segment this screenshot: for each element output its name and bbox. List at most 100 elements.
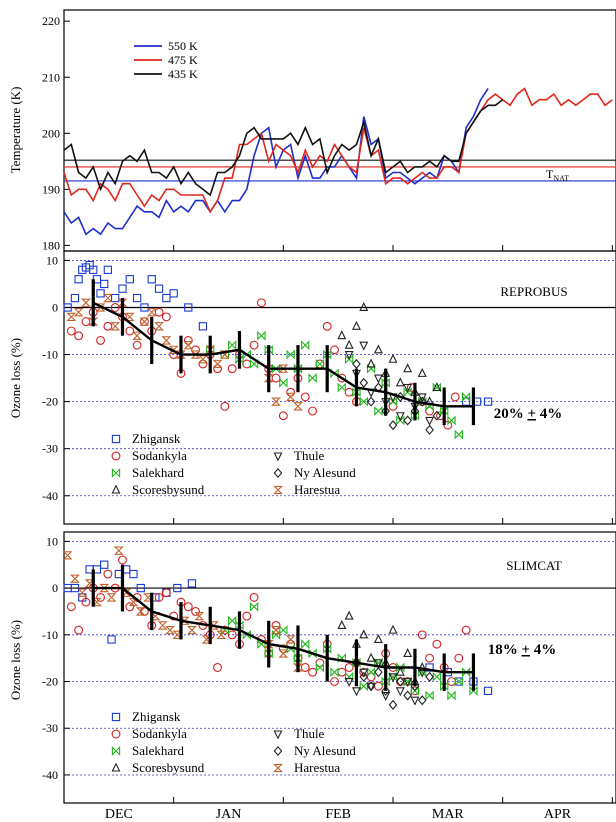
reprobus-point-harestua-25 [285,392,296,402]
reprobus-point-sodankyla-28 [271,373,281,383]
reprobus-point-zhigansk-16 [147,275,156,284]
reprobus-plot-frame [63,250,616,525]
temperature-tick-label-1: 190 [42,182,60,196]
reprobus-legend-label-0: Zhigansk [132,431,181,446]
reprobus-mean-line [91,279,476,426]
slimcat-point-harestua-18 [194,611,205,621]
reprobus-legend-marker-2 [111,468,121,478]
slimcat-point-ny-alesund-8 [410,681,420,692]
slimcat-legend-marker-6 [273,763,283,773]
month-label-0: DEC [105,807,133,822]
reprobus-point-harestua-18 [197,355,208,364]
reprobus-point-zhigansk-9 [100,279,109,289]
slimcat-y-ticks: 10 0 -10 -20 -30 -40 [42,534,613,803]
slimcat-point-harestua-11 [143,593,154,602]
slimcat-point-sodankyla-16 [183,602,193,612]
slimcat-annotation: 18% + 4% [488,642,557,658]
slimcat-point-ny-alesund-7 [403,690,412,701]
reprobus-point-salekhard-32 [447,415,456,426]
reprobus-point-harestua-0 [66,312,77,322]
month-axis: DEC JAN FEB MAR APR [105,807,572,822]
reprobus-point-ny-alesund-5 [388,420,398,431]
reprobus-point-zhigansk-10 [103,265,113,274]
slimcat-legend-marker-2 [111,746,121,756]
reprobus-point-thule-0 [344,351,354,360]
slimcat-point-scoresbysund-7 [388,624,398,634]
reprobus-legend-marker-4 [273,452,283,462]
slimcat-point-salekhard-3 [242,629,251,640]
slimcat-point-zhigansk-15 [425,663,434,672]
reprobus-legend-label-6: Harestua [294,482,340,497]
slimcat-point-sodankyla-12 [154,592,164,602]
reprobus-point-sodankyla-32 [300,392,310,402]
reprobus-point-sodankyla-29 [278,411,288,421]
slimcat-point-zhigansk-14 [187,579,197,588]
reprobus-tick-label-5: -40 [42,489,58,503]
reprobus-y-axis-label: Ozone loss (%) [8,338,23,418]
reprobus-point-sodankyla-30 [286,387,296,397]
slimcat-point-salekhard-26 [410,685,420,696]
slimcat-point-sodankyla-36 [330,677,339,686]
slimcat-point-ny-alesund-2 [366,681,376,692]
slimcat-plot-frame [63,531,616,804]
reprobus-point-thule-4 [373,374,383,384]
reprobus-point-salekhard-29 [425,401,434,412]
slimcat-point-sodankyla-28 [271,620,281,630]
reprobus-point-sodankyla-8 [125,326,135,336]
slimcat-point-ny-alesund-5 [388,699,398,710]
slimcat-point-sodankyla-2 [81,597,91,607]
slimcat-point-salekhard-32 [454,676,463,687]
tnat-lines [64,159,616,182]
reprobus-legend-marker-3 [111,484,121,494]
slimcat-gridlines [64,540,616,776]
reprobus-point-scoresbysund-8 [395,377,405,387]
reprobus-point-harestua-2 [81,298,91,307]
slimcat-data-points [62,546,493,710]
reprobus-point-harestua-12 [154,322,164,331]
reprobus-point-zhigansk-20 [184,303,193,312]
reprobus-point-harestua-6 [110,322,121,331]
slimcat-point-scoresbysund-8 [395,666,405,676]
slimcat-annotation-pm: + [521,642,530,658]
slimcat-point-harestua-23 [271,625,281,635]
legend-label-0: 550 K [168,39,198,53]
reprobus-point-sodankyla-43 [425,406,435,416]
slimcat-point-sodankyla-37 [337,667,347,677]
reprobus-point-ny-alesund-9 [417,396,427,407]
slimcat-point-sodankyla-49 [425,653,435,663]
temperature-series-2 [63,99,504,197]
reprobus-point-salekhard-25 [396,415,405,426]
slimcat-y-axis-label: Ozone loss (%) [8,620,23,700]
reprobus-point-scoresbysund-0 [337,330,347,340]
slimcat-point-thule-4 [373,659,383,669]
reprobus-point-ny-alesund-0 [352,358,361,370]
reprobus-legend-label-4: Thule [294,448,325,463]
slimcat-tick-label-5: -40 [42,768,58,782]
reprobus-point-harestua-23 [271,397,281,406]
slimcat-point-sodankyla-0 [66,602,76,612]
reprobus-point-sodankyla-38 [344,387,354,397]
reprobus-point-harestua-5 [102,293,113,303]
reprobus-legend-label-3: Scoresbysund [132,482,205,497]
temperature-lines [63,87,613,236]
reprobus-point-ny-alesund-10 [425,424,434,435]
reprobus-point-salekhard-26 [403,387,412,398]
reprobus-point-scoresbysund-1 [344,339,354,349]
reprobus-point-salekhard-2 [228,340,237,351]
slimcat-point-sodankyla-8 [125,602,135,612]
reprobus-tick-label-0: 10 [46,253,58,267]
slimcat-point-zhigansk-6 [107,635,116,644]
reprobus-legend: Zhigansk Sodankyla Salekhard Scoresbysund Th… [111,431,356,497]
slimcat-point-zhigansk-10 [136,583,145,593]
reprobus-point-scoresbysund-5 [373,344,383,354]
slimcat-point-thule-5 [381,691,391,701]
slimcat-legend-marker-4 [273,730,283,740]
slimcat-legend-label-6: Harestua [294,760,340,775]
reprobus-point-ny-alesund-11 [432,410,442,421]
temperature-tick-label-2: 200 [42,126,60,140]
reprobus-gridlines [64,260,616,497]
reprobus-point-scoresbysund-13 [432,382,442,392]
slimcat-panel: 10 0 -10 -20 -30 -40 Zhigansk Sodankyla Salekha… [8,531,616,822]
temperature-series-0 [63,88,489,236]
slimcat-point-ny-alesund-4 [381,685,391,696]
